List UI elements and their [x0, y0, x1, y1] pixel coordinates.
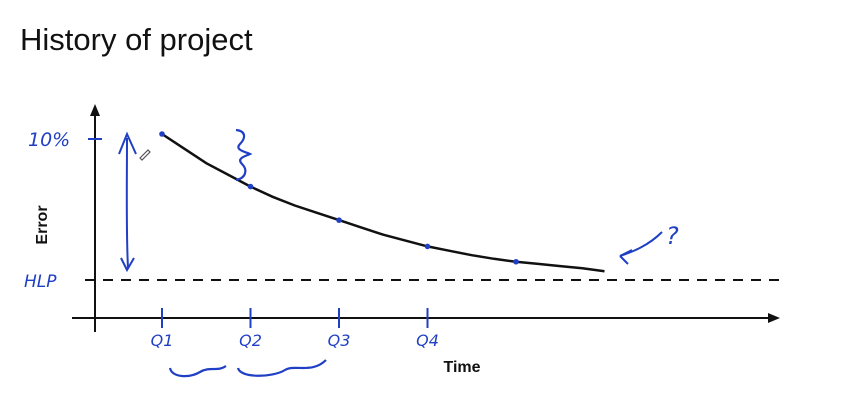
data-point-2: [247, 183, 254, 190]
x-tick-label-4: Q4: [416, 331, 439, 350]
x-tick-label-3: Q3: [328, 331, 351, 350]
page-title: History of project: [20, 22, 253, 57]
vertical-gap-arrow: [118, 131, 137, 273]
data-point-4: [424, 243, 431, 250]
y-top-label: 10%: [28, 129, 70, 151]
x-tick-label-1: Q1: [151, 331, 174, 350]
bracket-q2-q3: [236, 359, 327, 377]
question-mark: ?: [666, 222, 679, 250]
error-curve: [161, 132, 605, 273]
y-axis-label: Error: [34, 205, 51, 244]
x-axis-label: Time: [443, 359, 480, 376]
x-tick-label-2: Q2: [239, 331, 262, 350]
pencil-cursor-icon: [139, 149, 151, 161]
bracket-q1-q2: [168, 365, 227, 378]
curly-brace-annotation: [235, 128, 253, 182]
data-point-3: [336, 217, 342, 223]
data-point-5: [513, 258, 519, 265]
data-point-1: [159, 131, 165, 137]
y-axis-arrow: [90, 104, 100, 116]
baseline-label: HLP: [24, 272, 57, 292]
x-axis-arrow: [768, 313, 780, 323]
question-arrow: [619, 231, 663, 265]
